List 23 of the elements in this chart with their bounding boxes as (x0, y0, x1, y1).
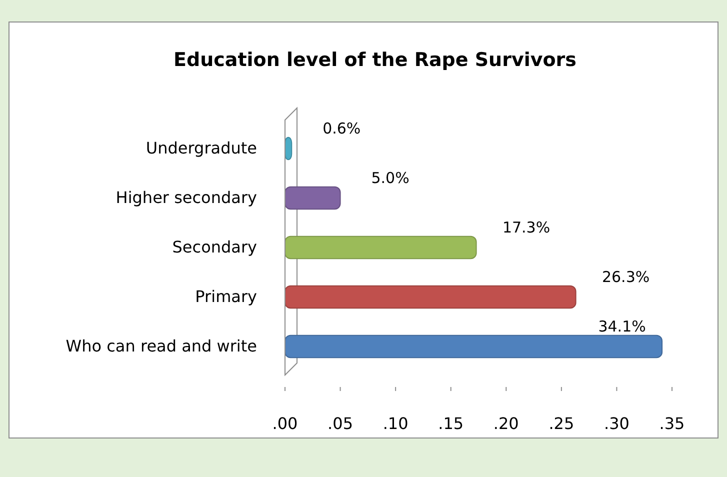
y-tick-label: Higher secondary (116, 188, 257, 207)
x-tick-label: .25 (548, 414, 574, 433)
bar (284, 236, 477, 260)
data-label: 17.3% (502, 218, 550, 236)
data-label: 5.0% (371, 168, 410, 187)
x-tick-label: .00 (272, 414, 298, 433)
y-tick-label: Undergradute (146, 138, 257, 158)
data-label: 0.6% (322, 119, 361, 138)
bar (284, 334, 663, 358)
chart-title: Education level of the Rape Survivors (174, 49, 576, 71)
x-tick-label: .20 (493, 414, 519, 433)
bar (284, 186, 341, 210)
data-label: 34.1% (598, 317, 646, 336)
x-tick-label: .15 (438, 414, 464, 433)
x-tick-label: .05 (328, 414, 354, 433)
y-tick-label: Primary (195, 287, 257, 306)
x-tick-label: .30 (604, 414, 630, 433)
x-tick-label: .35 (659, 414, 685, 433)
data-label: 26.3% (602, 268, 650, 286)
y-tick-label: Who can read and write (66, 336, 257, 356)
x-tick-label: .10 (382, 414, 408, 433)
bar (284, 285, 576, 309)
y-tick-label: Secondary (172, 238, 257, 256)
